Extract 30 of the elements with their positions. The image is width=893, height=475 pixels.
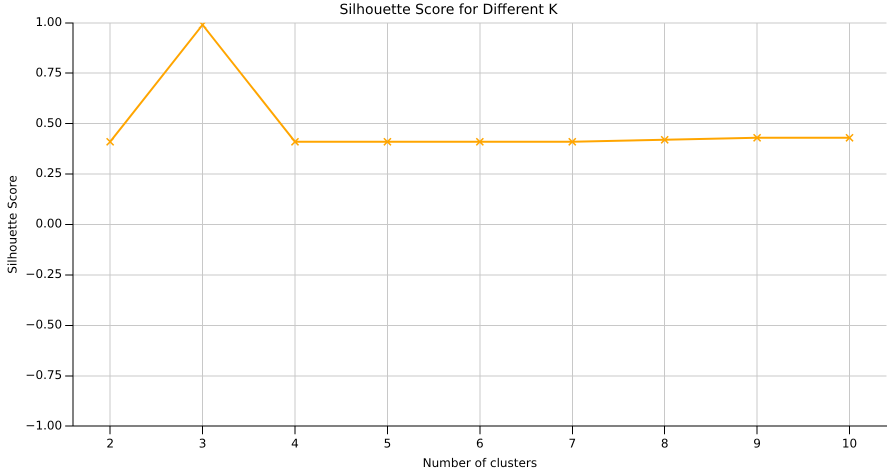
x-tick-label: 10 <box>842 436 858 451</box>
y-tick-label: −0.75 <box>25 368 62 382</box>
x-axis-title: Number of clusters <box>422 456 538 470</box>
y-tick-label: −0.25 <box>25 267 62 282</box>
y-axis-title: Silhouette Score <box>5 175 20 274</box>
x-tick-label: 7 <box>568 436 576 451</box>
point <box>752 133 762 142</box>
y-tick-label: −1.00 <box>25 418 62 432</box>
point <box>660 136 669 144</box>
x-tick-label: 9 <box>753 436 761 451</box>
point <box>845 133 854 142</box>
y-tick-label: 0.50 <box>35 116 62 130</box>
x-tick-label: 5 <box>384 436 392 451</box>
point <box>568 138 577 146</box>
point <box>476 138 484 146</box>
x-tick-label: 4 <box>291 436 299 451</box>
y-tick-label: 1.00 <box>35 14 62 29</box>
y-tick-label: −0.50 <box>25 317 62 332</box>
point <box>106 138 114 146</box>
y-tick-label: 0.00 <box>35 216 62 231</box>
chart-title: Silhouette Score for Different K <box>340 2 558 18</box>
x-tick-label: 2 <box>106 436 114 451</box>
x-tick-label: 3 <box>198 436 206 451</box>
x-tick-label: 8 <box>660 436 669 451</box>
point <box>290 138 300 146</box>
point <box>198 22 207 30</box>
x-tick-label: 6 <box>476 436 484 451</box>
point <box>383 138 392 146</box>
y-tick-label: 0.25 <box>35 166 62 180</box>
y-tick-label: 0.75 <box>35 65 62 80</box>
